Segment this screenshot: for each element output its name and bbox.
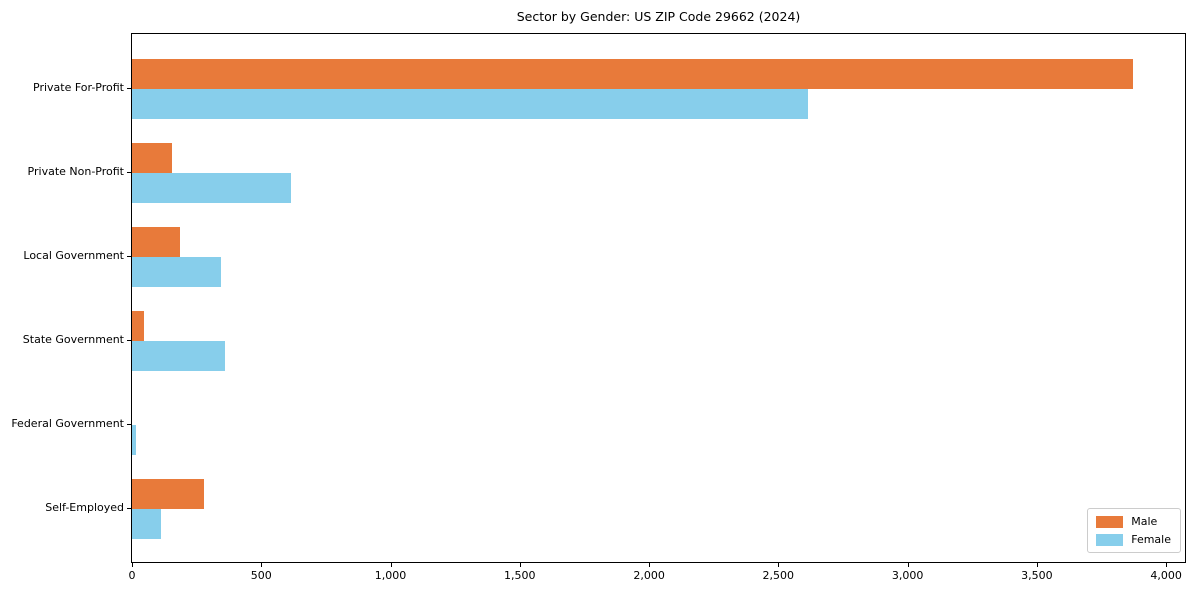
y-tick-state-government: [127, 340, 131, 341]
x-tick-label-1-500: 1,500: [504, 569, 536, 582]
y-tick-label-self-employed: Self-Employed: [45, 501, 124, 514]
legend-swatch-female: [1096, 533, 1124, 546]
bar-female-federal-government: [132, 425, 137, 455]
x-tick-label-4-000: 4,000: [1150, 569, 1182, 582]
legend-item-male: Male: [1096, 515, 1171, 528]
y-tick-private-for-profit: [127, 88, 131, 89]
x-tick-500: [261, 563, 263, 567]
bar-male-state-government: [132, 311, 144, 341]
y-tick-label-federal-government: Federal Government: [11, 417, 124, 430]
y-tick-self-employed: [127, 508, 131, 509]
y-tick-federal-government: [127, 424, 131, 425]
x-tick-4-000: [1166, 563, 1168, 567]
legend-label-male: Male: [1131, 515, 1158, 528]
bar-female-private-non-profit: [132, 173, 292, 203]
x-tick-2-000: [649, 563, 651, 567]
bar-female-local-government: [132, 257, 222, 287]
bar-female-self-employed: [132, 509, 161, 539]
y-tick-local-government: [127, 256, 131, 257]
legend-swatch-male: [1096, 515, 1124, 528]
bar-female-state-government: [132, 341, 226, 371]
x-tick-label-2-000: 2,000: [633, 569, 665, 582]
x-tick-1-500: [519, 563, 521, 567]
legend: Male Female: [1087, 508, 1181, 553]
x-tick-label-2-500: 2,500: [762, 569, 795, 582]
y-tick-label-private-for-profit: Private For-Profit: [33, 81, 124, 94]
bar-male-local-government: [132, 227, 181, 257]
bar-male-private-non-profit: [132, 143, 173, 173]
bar-male-private-for-profit: [132, 59, 1133, 89]
x-tick-label-0: 0: [128, 569, 136, 582]
x-tick-3-500: [1036, 563, 1038, 567]
bar-male-self-employed: [132, 479, 205, 509]
bar-female-private-for-profit: [132, 89, 809, 119]
y-tick-label-state-government: State Government: [22, 333, 124, 346]
y-tick-label-private-non-profit: Private Non-Profit: [27, 165, 124, 178]
chart-title: Sector by Gender: US ZIP Code 29662 (202…: [516, 9, 801, 24]
x-tick-3-000: [907, 563, 909, 567]
y-tick-label-local-government: Local Government: [23, 249, 124, 262]
y-tick-private-non-profit: [127, 172, 131, 173]
x-tick-label-500: 500: [250, 569, 272, 582]
legend-item-female: Female: [1096, 533, 1171, 546]
x-tick-label-3-500: 3,500: [1021, 569, 1053, 582]
legend-label-female: Female: [1131, 533, 1171, 546]
x-tick-0: [132, 563, 133, 567]
x-tick-label-3-000: 3,000: [891, 569, 924, 582]
x-tick-1-000: [390, 563, 392, 567]
x-tick-2-500: [778, 563, 780, 567]
plot-area: Male Female: [131, 33, 1186, 563]
x-tick-label-1-000: 1,000: [374, 569, 407, 582]
